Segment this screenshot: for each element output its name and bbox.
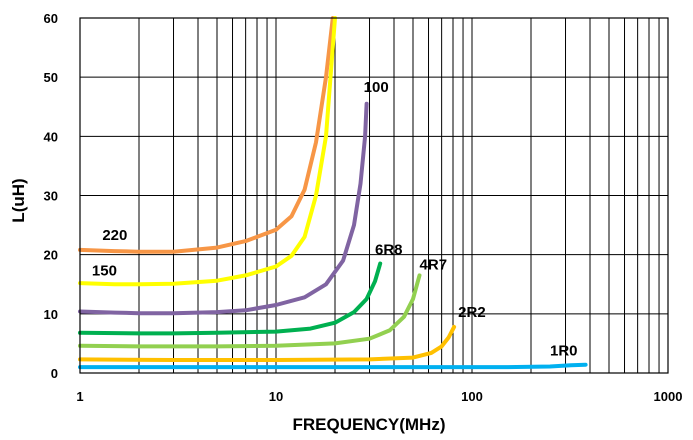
series-2r2-line [78, 324, 457, 362]
x-tick-label: 10 [269, 389, 283, 404]
y-axis-title: L(uH) [9, 178, 28, 222]
series-label-4r7: 4R7 [420, 256, 448, 273]
series-label-150: 150 [92, 262, 117, 279]
x-tick-label: 100 [461, 389, 483, 404]
y-tick-label: 60 [44, 11, 58, 26]
series-labels: 220 150 100 6R8 4R7 2R2 1R0 [92, 79, 578, 359]
y-tick-label: 30 [44, 189, 58, 204]
x-tick-label: 1 [76, 389, 83, 404]
series-label-6r8: 6R8 [375, 242, 403, 259]
y-tick-labels: 0 10 20 30 40 50 60 [44, 11, 58, 381]
series-label-100: 100 [364, 79, 389, 96]
y-tick-label: 20 [44, 248, 58, 263]
series-100-line [78, 101, 369, 316]
series-label-1r0: 1R0 [550, 342, 578, 359]
y-tick-label: 10 [44, 307, 58, 322]
y-tick-label: 0 [51, 366, 58, 381]
x-tick-label: 1000 [654, 389, 683, 404]
y-tick-label: 50 [44, 70, 58, 85]
x-tick-labels: 1 10 100 1000 [76, 389, 682, 404]
x-axis-title: FREQUENCY(MHz) [293, 415, 446, 434]
series-4r7-line [78, 273, 422, 349]
y-tick-label: 40 [44, 129, 58, 144]
series-1r0-line [78, 362, 588, 370]
plot-frame [79, 17, 669, 374]
series-label-220: 220 [102, 227, 127, 244]
series-150-line [78, 16, 337, 287]
series-label-2r2: 2R2 [458, 304, 486, 321]
series-220-line [78, 16, 335, 254]
series-6r8-line [78, 261, 383, 336]
grid [79, 17, 669, 374]
series-lines [78, 16, 588, 370]
